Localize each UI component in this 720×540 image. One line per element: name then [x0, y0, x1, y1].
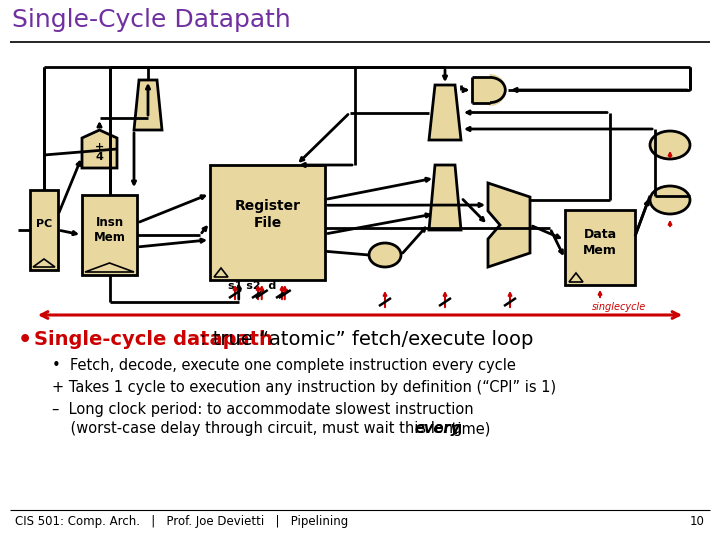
Text: every: every — [415, 421, 461, 436]
Text: s1 s2  d: s1 s2 d — [228, 281, 276, 291]
Bar — [82, 195, 137, 275]
Text: Register
File: Register File — [235, 199, 300, 230]
Polygon shape — [429, 85, 461, 140]
Text: 10: 10 — [690, 515, 705, 528]
Ellipse shape — [369, 243, 401, 267]
Text: •  Fetch, decode, execute one complete instruction every cycle: • Fetch, decode, execute one complete in… — [52, 358, 516, 373]
Bar — [565, 210, 635, 285]
Polygon shape — [429, 165, 461, 230]
Text: PC: PC — [36, 219, 52, 229]
Text: (worst-case delay through circuit, must wait this long: (worst-case delay through circuit, must … — [52, 421, 467, 436]
Text: CIS 501: Comp. Arch.   |   Prof. Joe Devietti   |   Pipelining: CIS 501: Comp. Arch. | Prof. Joe Deviett… — [15, 515, 348, 528]
Ellipse shape — [650, 186, 690, 214]
Text: –  Long clock period: to accommodate slowest instruction: – Long clock period: to accommodate slow… — [52, 402, 474, 417]
Text: +
4: + 4 — [95, 143, 104, 161]
Polygon shape — [488, 183, 530, 267]
Text: •: • — [18, 330, 32, 350]
Text: Insn
Mem: Insn Mem — [94, 216, 125, 244]
Text: Single-cycle datapath: Single-cycle datapath — [34, 330, 273, 349]
Text: singlecycle: singlecycle — [592, 302, 647, 312]
Text: Single-Cycle Datapath: Single-Cycle Datapath — [12, 8, 291, 32]
Polygon shape — [134, 80, 162, 130]
Ellipse shape — [650, 131, 690, 159]
Text: : true “atomic” fetch/execute loop: : true “atomic” fetch/execute loop — [200, 330, 534, 349]
Text: time): time) — [447, 421, 491, 436]
Text: Data
Mem: Data Mem — [583, 228, 617, 256]
Wedge shape — [490, 75, 505, 105]
Bar — [30, 190, 58, 270]
Text: + Takes 1 cycle to execution any instruction by definition (“CPI” is 1): + Takes 1 cycle to execution any instruc… — [52, 380, 556, 395]
Polygon shape — [82, 130, 117, 168]
Bar — [472, 77, 490, 103]
Bar — [210, 165, 325, 280]
